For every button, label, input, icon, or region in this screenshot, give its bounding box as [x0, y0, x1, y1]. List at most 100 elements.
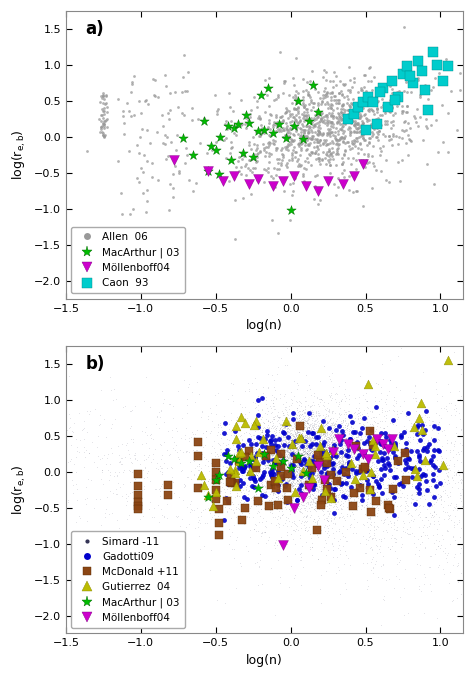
- Point: [343, 536, 351, 546]
- Point: [318, 426, 325, 437]
- Point: [282, 480, 289, 491]
- Point: [333, 445, 341, 456]
- Point: [387, 456, 394, 467]
- Point: [335, 461, 343, 472]
- Point: [324, 478, 331, 489]
- Point: [326, 458, 333, 469]
- Point: [349, 471, 357, 481]
- Point: [330, 451, 337, 462]
- Point: [253, 460, 261, 471]
- Point: [412, 503, 420, 514]
- Point: [320, 492, 328, 503]
- Point: [293, 417, 301, 428]
- Point: [277, 443, 285, 454]
- Point: [334, 138, 341, 148]
- Point: [267, 479, 274, 490]
- Point: [269, 456, 277, 466]
- Point: [264, 163, 272, 174]
- Point: [447, 397, 455, 408]
- Point: [274, 431, 282, 441]
- Point: [452, 470, 460, 481]
- Point: [303, 435, 311, 446]
- Point: [286, 442, 294, 453]
- Point: [288, 452, 295, 463]
- Point: [281, 471, 288, 482]
- Point: [343, 441, 351, 452]
- Point: [285, 466, 292, 477]
- Point: [319, 416, 326, 426]
- Point: [279, 405, 286, 416]
- Point: [244, 163, 252, 174]
- Point: [269, 497, 276, 508]
- Point: [328, 439, 336, 450]
- Point: [181, 50, 188, 61]
- Point: [317, 113, 324, 123]
- Point: [255, 471, 262, 481]
- Point: [298, 433, 306, 443]
- Point: [303, 441, 311, 452]
- Point: [308, 427, 316, 438]
- Point: [151, 75, 158, 85]
- Point: [226, 457, 233, 468]
- Point: [300, 462, 308, 473]
- Point: [350, 495, 357, 506]
- Point: [284, 139, 292, 150]
- Point: [290, 463, 298, 474]
- Point: [282, 468, 290, 479]
- Point: [305, 477, 312, 487]
- Point: [290, 441, 298, 452]
- Point: [347, 443, 355, 454]
- Point: [296, 111, 303, 122]
- Point: [332, 445, 339, 456]
- Point: [288, 397, 296, 408]
- Point: [294, 444, 302, 455]
- Point: [312, 476, 320, 487]
- Point: [277, 438, 285, 449]
- Point: [256, 486, 264, 497]
- Point: [254, 482, 262, 493]
- Point: [279, 446, 287, 457]
- Point: [377, 382, 384, 393]
- Point: [350, 120, 358, 131]
- Point: [316, 467, 323, 478]
- Point: [333, 452, 341, 463]
- Point: [438, 530, 446, 541]
- Point: [190, 504, 198, 515]
- Point: [358, 500, 365, 511]
- Point: [345, 447, 353, 458]
- Point: [230, 435, 237, 446]
- Point: [366, 439, 374, 450]
- Point: [283, 396, 290, 407]
- Point: [371, 395, 379, 406]
- Point: [260, 452, 268, 463]
- Point: [289, 475, 297, 486]
- Point: [314, 473, 321, 483]
- Point: [335, 95, 342, 106]
- Point: [292, 454, 300, 464]
- Point: [315, 447, 322, 458]
- Point: [317, 473, 325, 483]
- Point: [323, 481, 330, 492]
- Point: [417, 559, 424, 570]
- Point: [299, 94, 307, 105]
- Point: [313, 498, 321, 509]
- Point: [314, 455, 322, 466]
- Point: [230, 454, 237, 464]
- Point: [115, 478, 122, 489]
- Point: [279, 124, 287, 135]
- Point: [244, 449, 251, 460]
- Point: [329, 502, 337, 513]
- Point: [269, 499, 277, 510]
- Point: [256, 114, 264, 125]
- Point: [294, 428, 301, 439]
- Point: [328, 94, 335, 105]
- Point: [405, 504, 412, 515]
- Point: [323, 418, 331, 428]
- Point: [157, 481, 164, 492]
- Point: [352, 441, 359, 452]
- Point: [301, 425, 309, 436]
- Point: [273, 468, 281, 479]
- Point: [246, 473, 254, 483]
- Point: [287, 492, 294, 503]
- Point: [256, 460, 264, 471]
